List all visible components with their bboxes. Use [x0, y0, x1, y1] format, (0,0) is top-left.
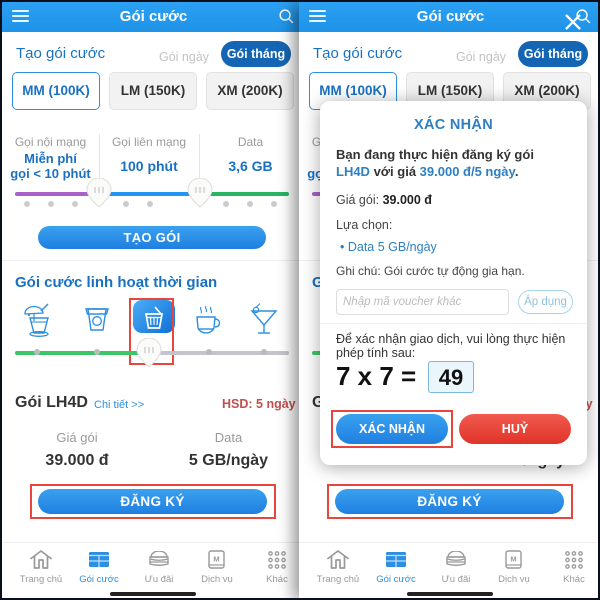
svg-text:M: M: [510, 555, 516, 564]
svg-text:M: M: [213, 555, 219, 564]
